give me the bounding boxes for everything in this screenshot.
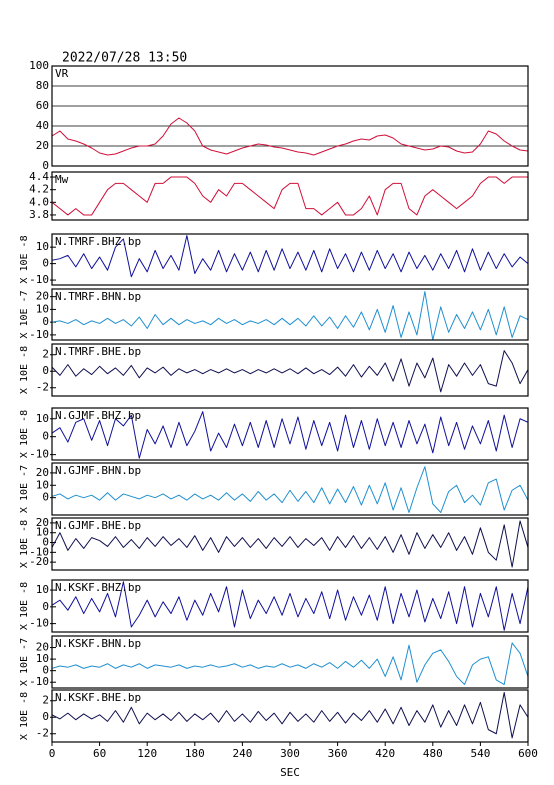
- panel-label: N.GJMF.BHN.bp: [55, 464, 141, 477]
- y-tick-label: 20: [36, 139, 49, 152]
- trace: [52, 691, 528, 739]
- x-tick-label: 180: [185, 747, 205, 760]
- y-tick-label: 4.2: [29, 183, 49, 196]
- y-tick-label: -10: [29, 448, 49, 461]
- y-tick-label: 4.4: [29, 170, 49, 183]
- y-tick-label: 0: [42, 536, 49, 549]
- panel-frame: [51, 233, 529, 286]
- y-tick-label: 3.8: [29, 208, 49, 221]
- y-unit-label: X 10E -8: [19, 346, 30, 394]
- y-tick-label: 20: [36, 290, 49, 303]
- y-tick-label: 10: [36, 652, 49, 665]
- x-tick-label: 300: [280, 747, 300, 760]
- y-tick-label: 20: [36, 641, 49, 654]
- y-tick-label: 20: [36, 466, 49, 479]
- y-unit-label: X 10E -8: [19, 582, 30, 630]
- trace: [52, 235, 528, 278]
- panel-label: N.TMRF.BHZ.bp: [55, 235, 141, 248]
- panel-label: N.KSKF.BHE.bp: [55, 691, 141, 704]
- panel-frame: [51, 635, 529, 689]
- y-tick-label: 60: [36, 99, 49, 112]
- trace: [52, 642, 528, 686]
- panel-label: VR: [55, 67, 69, 80]
- y-unit-label: X 10E -7: [19, 465, 30, 513]
- panel-frame: [51, 343, 529, 397]
- panel-label: N.TMRF.BHN.bp: [55, 290, 141, 303]
- y-tick-label: -10: [29, 328, 49, 341]
- y-unit-label: X 10E -8: [19, 692, 30, 740]
- y-unit-label: X 10E -7: [19, 638, 30, 686]
- panel-label: N.KSKF.BHN.bp: [55, 637, 141, 650]
- x-tick-label: 420: [375, 747, 395, 760]
- panel-frame: [51, 288, 529, 341]
- x-tick-label: 540: [470, 747, 490, 760]
- x-tick-label: 240: [232, 747, 252, 760]
- y-tick-label: -10: [29, 545, 49, 558]
- y-tick-label: 80: [36, 79, 49, 92]
- y-tick-label: -2: [36, 381, 49, 394]
- y-tick-label: 10: [36, 240, 49, 253]
- trace: [52, 176, 528, 216]
- panel-frame: [51, 579, 529, 633]
- trace: [52, 520, 528, 568]
- y-tick-label: 10: [36, 583, 49, 596]
- x-tick-label: 360: [328, 747, 348, 760]
- panel-label: N.TMRF.BHE.bp: [55, 345, 141, 358]
- panel-label: Mw: [55, 173, 69, 186]
- y-tick-label: 20: [36, 516, 49, 529]
- y-tick-label: 10: [36, 526, 49, 539]
- trace: [52, 581, 528, 631]
- trace: [52, 291, 528, 340]
- y-tick-label: 0: [42, 159, 49, 172]
- y-tick-label: -10: [29, 617, 49, 630]
- panel-label: N.KSKF.BHZ.bp: [55, 581, 141, 594]
- y-tick-label: -10: [29, 675, 49, 688]
- y-tick-label: 0: [42, 600, 49, 613]
- x-tick-label: 480: [423, 747, 443, 760]
- panel-frame: [51, 407, 529, 461]
- panel-label: N.GJMF.BHZ.bp: [55, 409, 141, 422]
- y-tick-label: 0: [42, 257, 49, 270]
- y-tick-label: -2: [36, 727, 49, 740]
- y-tick-label: 10: [36, 302, 49, 315]
- panel-frame: [51, 171, 529, 221]
- y-tick-label: 0: [42, 664, 49, 677]
- y-tick-label: -10: [29, 273, 49, 286]
- y-unit-label: X 10E -8: [19, 410, 30, 458]
- x-axis-label: SEC: [280, 766, 300, 779]
- x-tick-label: 120: [137, 747, 157, 760]
- y-tick-label: -20: [29, 555, 49, 568]
- trace: [52, 350, 528, 393]
- y-tick-label: 10: [36, 412, 49, 425]
- y-unit-label: X 10E -8: [19, 235, 30, 283]
- panel-frame: [51, 517, 529, 571]
- x-tick-label: 600: [518, 747, 538, 760]
- y-tick-label: 0: [42, 315, 49, 328]
- y-tick-label: 0: [42, 364, 49, 377]
- y-tick-label: 4.0: [29, 195, 49, 208]
- y-tick-label: 2: [42, 348, 49, 361]
- trace: [52, 411, 528, 459]
- y-unit-label: X 10E -8: [19, 520, 30, 568]
- y-tick-label: 40: [36, 119, 49, 132]
- y-tick-label: 2: [42, 694, 49, 707]
- y-tick-label: 100: [29, 59, 49, 72]
- trace: [52, 117, 528, 156]
- y-tick-label: 10: [36, 478, 49, 491]
- y-tick-label: 0: [42, 491, 49, 504]
- chart-title: 2022/07/28 13:50: [62, 51, 187, 66]
- x-tick-label: 0: [49, 747, 56, 760]
- trace: [52, 466, 528, 514]
- y-tick-label: 0: [42, 430, 49, 443]
- x-tick-label: 60: [93, 747, 106, 760]
- panel-frame: [51, 462, 529, 516]
- panel-label: N.GJMF.BHE.bp: [55, 519, 141, 532]
- y-unit-label: X 10E -7: [19, 290, 30, 338]
- panel-frame: [51, 65, 529, 167]
- y-tick-label: 0: [42, 710, 49, 723]
